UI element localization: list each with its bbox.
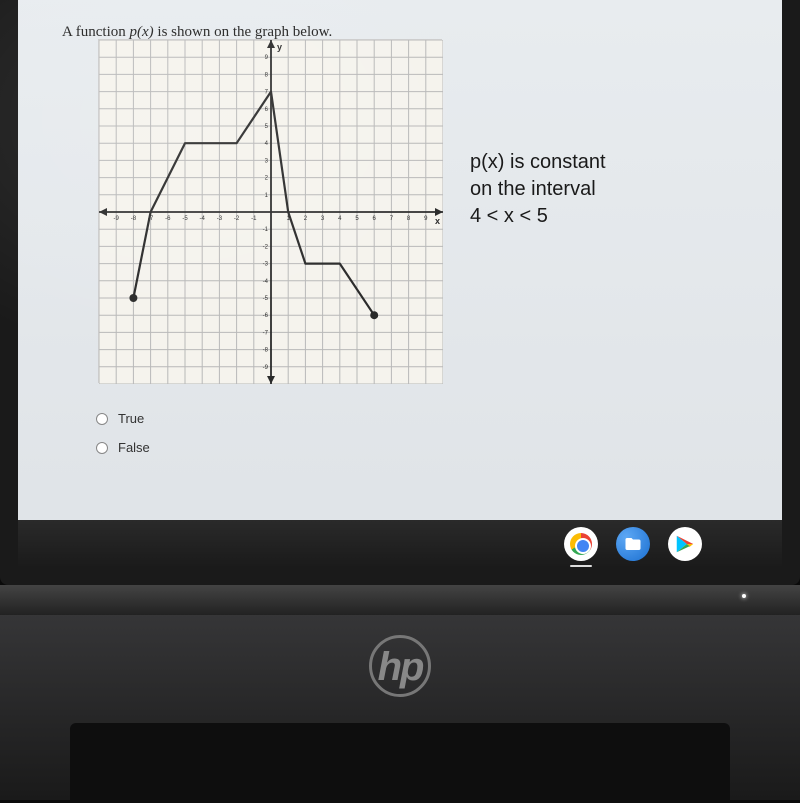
hinge <box>0 585 800 615</box>
content-row: yx-9-8-7-6-5-4-3-2-1123456789-9-8-7-6-5-… <box>62 45 742 383</box>
svg-text:-4: -4 <box>263 279 269 285</box>
answer-label-false: False <box>118 440 150 455</box>
power-led-icon <box>742 594 746 598</box>
svg-text:-8: -8 <box>263 348 269 354</box>
svg-text:-5: -5 <box>263 296 269 302</box>
svg-text:x: x <box>435 216 440 226</box>
function-graph: yx-9-8-7-6-5-4-3-2-1123456789-9-8-7-6-5-… <box>99 40 443 384</box>
svg-text:-6: -6 <box>165 216 171 222</box>
hp-logo: hp <box>378 645 423 690</box>
screen: A function p(x) is shown on the graph be… <box>18 0 782 568</box>
svg-text:-1: -1 <box>263 227 269 233</box>
svg-text:-1: -1 <box>251 216 257 222</box>
svg-text:-6: -6 <box>263 313 269 319</box>
prompt-prefix: A function <box>62 24 130 40</box>
play-store-icon[interactable] <box>668 527 702 561</box>
answer-option-false[interactable]: False <box>96 440 742 455</box>
keyboard-deck: hp <box>0 585 800 800</box>
keyboard-region <box>70 723 730 803</box>
laptop-bezel: A function p(x) is shown on the graph be… <box>0 0 800 585</box>
question-area: A function p(x) is shown on the graph be… <box>18 0 782 510</box>
statement-line1: p(x) is constant <box>470 149 606 176</box>
svg-text:-2: -2 <box>234 216 240 222</box>
svg-text:-2: -2 <box>263 244 269 250</box>
answer-option-true[interactable]: True <box>96 411 742 426</box>
radio-icon <box>96 442 108 454</box>
prompt-func: p(x) <box>130 24 154 40</box>
svg-text:-5: -5 <box>182 216 188 222</box>
graph-container: yx-9-8-7-6-5-4-3-2-1123456789-9-8-7-6-5-… <box>98 39 442 383</box>
svg-text:-9: -9 <box>263 365 269 371</box>
chrome-icon[interactable] <box>564 527 598 561</box>
svg-text:-4: -4 <box>200 216 206 222</box>
svg-text:y: y <box>277 42 282 52</box>
svg-text:-8: -8 <box>131 216 137 222</box>
answer-label-true: True <box>118 411 144 426</box>
answer-options: True False <box>96 411 742 455</box>
radio-icon <box>96 413 108 425</box>
svg-text:-9: -9 <box>114 216 120 222</box>
prompt-suffix: is shown on the graph below. <box>154 24 333 40</box>
svg-text:-3: -3 <box>217 216 223 222</box>
files-icon[interactable] <box>616 527 650 561</box>
taskbar <box>18 520 782 568</box>
statement-text: p(x) is constant on the interval 4 < x <… <box>470 149 606 230</box>
statement-line2: on the interval <box>470 176 606 203</box>
statement-line3: 4 < x < 5 <box>470 203 606 230</box>
svg-text:-3: -3 <box>263 262 269 268</box>
svg-text:-7: -7 <box>263 330 269 336</box>
